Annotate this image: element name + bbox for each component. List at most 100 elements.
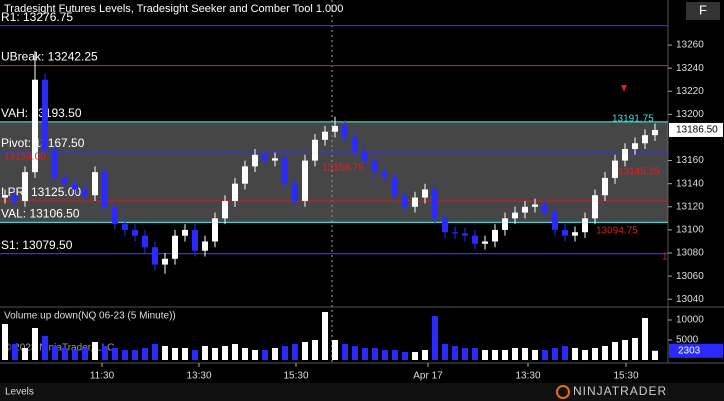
y-tick-label: 13100 [676, 225, 704, 236]
candle-body [432, 189, 438, 219]
volume-bar [592, 348, 598, 360]
candle-body [202, 241, 208, 251]
level-label: LPR: 13125.00 [1, 185, 81, 199]
logo: NINJATRADER [573, 384, 667, 398]
candle-body [192, 229, 198, 251]
y-tick-label: 13080 [676, 248, 704, 259]
candle-body [92, 172, 98, 196]
volume-bar [2, 324, 8, 360]
volume-bar [52, 346, 58, 360]
candle-body [632, 143, 638, 150]
annotation: 13159.00 [4, 152, 46, 163]
candle-body [112, 206, 118, 225]
volume-bar [432, 316, 438, 360]
volume-bar [82, 348, 88, 360]
volume-bar [192, 350, 198, 360]
volume-bar [632, 338, 638, 360]
x-tick-label: 11:30 [90, 371, 115, 382]
level-label: R1: 13276.75 [1, 10, 73, 24]
candle-body [172, 235, 178, 259]
volume-bar [292, 344, 298, 360]
candle-body [542, 204, 548, 213]
candle-body [382, 172, 388, 178]
last-volume-box [669, 343, 723, 358]
volume-bar [392, 350, 398, 360]
tab[interactable]: Levels [5, 387, 34, 398]
candle-body [552, 212, 558, 230]
candle-body [392, 177, 398, 196]
candle-body [182, 229, 188, 236]
volume-bar [512, 348, 518, 360]
y-tick-label: 13220 [676, 86, 704, 97]
candle-body [572, 232, 578, 236]
volume-bar [152, 344, 158, 360]
volume-tick-label: 10000 [676, 315, 704, 326]
volume-bar [92, 342, 98, 360]
candle-body [282, 158, 288, 184]
y-tick-label: 13040 [676, 294, 704, 305]
button-bg[interactable] [686, 2, 720, 20]
candle-body [292, 183, 298, 202]
volume-bar [122, 350, 128, 360]
candle-body [412, 197, 418, 207]
annotation: 13158.75 [322, 163, 364, 174]
volume-bar [542, 350, 548, 360]
volume-bar [262, 350, 268, 360]
volume-bar [242, 348, 248, 360]
volume-bar [522, 348, 528, 360]
candle-body [302, 160, 308, 202]
candle-body [582, 218, 588, 233]
y-tick-label: 13060 [676, 271, 704, 282]
candle-body [142, 235, 148, 248]
volume-bar [352, 346, 358, 360]
candle-body [342, 125, 348, 138]
button[interactable]: F [699, 2, 707, 17]
volume-bar [12, 344, 18, 360]
volume-bar [342, 344, 348, 360]
candle-body [492, 229, 498, 242]
candle-body [162, 258, 168, 265]
candle-body [472, 235, 478, 244]
candle-body [102, 172, 108, 207]
volume-bar [532, 350, 538, 360]
y-tick-label: 13240 [676, 63, 704, 74]
volume-bar [452, 346, 458, 360]
volume-bar [272, 348, 278, 360]
volume-bar [182, 348, 188, 360]
candle-body [232, 183, 238, 202]
volume-bar [462, 348, 468, 360]
volume-bar [652, 350, 658, 360]
candle-body [332, 125, 338, 132]
candle-body [2, 195, 8, 198]
volume-bar [132, 350, 138, 360]
last-volume: 2303 [678, 345, 701, 356]
candle-body [82, 189, 88, 196]
volume-bar [62, 348, 68, 360]
x-tick-label: 13:30 [186, 371, 211, 382]
volume-bar [482, 350, 488, 360]
candle-body [592, 195, 598, 219]
candle-body [352, 137, 358, 152]
candle-body [402, 195, 408, 207]
volume-bar [312, 340, 318, 360]
value-area [0, 121, 668, 223]
volume-bar [222, 346, 228, 360]
volume-bar [472, 348, 478, 360]
candle-body [62, 177, 68, 184]
bottom-bar [0, 383, 724, 401]
last-price: 13186.50 [676, 125, 718, 136]
volume-tick-label: 5000 [676, 335, 699, 346]
candle-body [222, 201, 228, 219]
annotation: 13094.75 [596, 226, 638, 237]
volume-bar [32, 328, 38, 360]
x-tick-label: 15:30 [283, 371, 308, 382]
candle-body [462, 233, 468, 236]
candle-body [122, 224, 128, 230]
volume-bar [402, 352, 408, 360]
volume-bar [232, 344, 238, 360]
volume-bar [412, 352, 418, 360]
candle-body [72, 183, 78, 190]
volume-bar [612, 342, 618, 360]
volume-bar [372, 348, 378, 360]
candle-body [442, 218, 448, 233]
